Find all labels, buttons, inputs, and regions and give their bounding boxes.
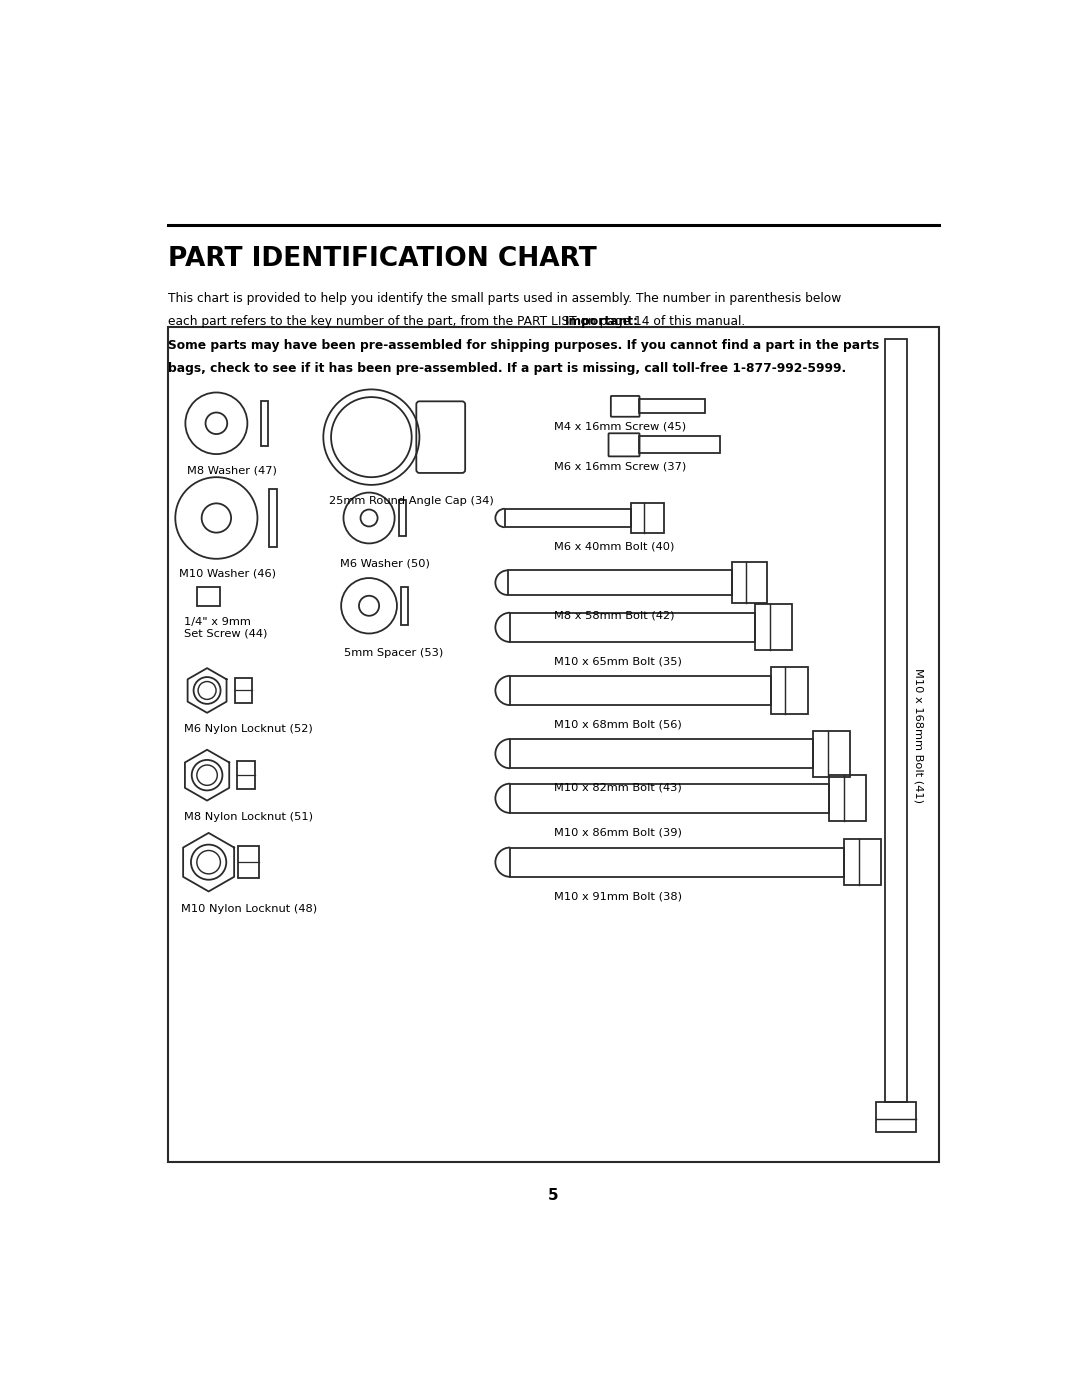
Bar: [886, 338, 907, 1102]
Bar: [239, 847, 259, 879]
Text: 5mm Spacer (53): 5mm Spacer (53): [345, 648, 444, 658]
Text: M10 x 86mm Bolt (39): M10 x 86mm Bolt (39): [554, 827, 681, 838]
Bar: [828, 775, 866, 821]
Text: M6 x 40mm Bolt (40): M6 x 40mm Bolt (40): [554, 541, 674, 550]
Text: M10 Nylon Locknut (48): M10 Nylon Locknut (48): [180, 904, 316, 914]
Bar: [401, 587, 408, 624]
Text: M8 Nylon Locknut (51): M8 Nylon Locknut (51): [184, 812, 313, 821]
Text: bags, check to see if it has been pre-assembled. If a part is missing, call toll: bags, check to see if it has been pre-as…: [167, 362, 846, 374]
Text: 25mm Round Angle Cap (34): 25mm Round Angle Cap (34): [328, 496, 494, 507]
Text: M10 x 91mm Bolt (38): M10 x 91mm Bolt (38): [554, 891, 681, 901]
Bar: [167, 327, 940, 1162]
Text: M6 Nylon Locknut (52): M6 Nylon Locknut (52): [184, 725, 312, 735]
Bar: [755, 605, 793, 651]
Bar: [638, 436, 720, 453]
Text: M6 Washer (50): M6 Washer (50): [340, 557, 430, 569]
Bar: [845, 840, 881, 886]
Bar: [504, 509, 631, 527]
Bar: [261, 401, 268, 446]
Text: each part refers to the key number of the part, from the PART LIST on page 14 of: each part refers to the key number of th…: [167, 316, 748, 328]
Text: M10 Washer (46): M10 Washer (46): [179, 569, 276, 578]
Text: 1/4" x 9mm
Set Screw (44): 1/4" x 9mm Set Screw (44): [184, 617, 267, 638]
Bar: [631, 503, 663, 534]
Bar: [399, 500, 406, 535]
Bar: [235, 678, 252, 703]
Bar: [510, 784, 828, 813]
Bar: [638, 400, 704, 414]
Text: M10 x 168mm Bolt (41): M10 x 168mm Bolt (41): [913, 668, 923, 803]
Text: 5: 5: [549, 1187, 558, 1203]
Bar: [510, 613, 755, 643]
Bar: [237, 761, 255, 789]
Bar: [510, 848, 845, 877]
Bar: [510, 676, 770, 705]
Text: M8 Washer (47): M8 Washer (47): [187, 465, 276, 475]
Text: Important:: Important:: [565, 316, 639, 328]
Bar: [508, 570, 732, 595]
Bar: [197, 587, 220, 606]
Text: PART IDENTIFICATION CHART: PART IDENTIFICATION CHART: [167, 246, 596, 272]
Bar: [269, 489, 276, 546]
Bar: [813, 731, 850, 777]
Text: M10 x 65mm Bolt (35): M10 x 65mm Bolt (35): [554, 657, 681, 666]
Text: M4 x 16mm Screw (45): M4 x 16mm Screw (45): [554, 422, 686, 432]
Bar: [732, 562, 768, 604]
Bar: [876, 1102, 916, 1132]
Bar: [510, 739, 813, 768]
Bar: [770, 668, 808, 714]
Text: M6 x 16mm Screw (37): M6 x 16mm Screw (37): [554, 462, 686, 472]
Text: Some parts may have been pre-assembled for shipping purposes. If you cannot find: Some parts may have been pre-assembled f…: [167, 338, 879, 352]
Text: M8 x 58mm Bolt (42): M8 x 58mm Bolt (42): [554, 610, 674, 620]
Text: M10 x 82mm Bolt (43): M10 x 82mm Bolt (43): [554, 782, 681, 793]
Text: M10 x 68mm Bolt (56): M10 x 68mm Bolt (56): [554, 719, 681, 729]
Text: This chart is provided to help you identify the small parts used in assembly. Th: This chart is provided to help you ident…: [167, 292, 841, 306]
